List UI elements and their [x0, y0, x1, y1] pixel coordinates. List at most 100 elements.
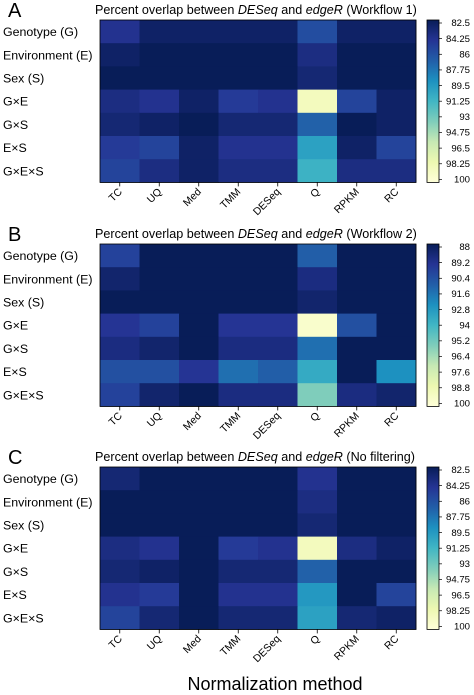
heatmap-cell	[297, 536, 338, 561]
heatmap-cell	[100, 583, 140, 607]
heatmap-cell	[179, 159, 219, 183]
heatmap-cell	[100, 244, 140, 268]
heatmap-cell	[218, 360, 259, 384]
colorbar-tick-label: 91.25	[446, 96, 470, 107]
heatmap-cell	[139, 136, 180, 160]
heatmap-cell	[297, 267, 338, 291]
heatmap-cell	[258, 43, 298, 67]
column-label: RC	[382, 186, 402, 206]
colorbar-tick-label: 87.75	[446, 512, 470, 523]
heatmap-cell	[337, 606, 377, 630]
heatmap-cell	[139, 606, 180, 630]
title-part: DESeq	[238, 3, 278, 17]
heatmap-cell	[100, 290, 140, 314]
colorbar-tick-label: 87.75	[446, 65, 470, 76]
heatmap-cell	[297, 467, 338, 491]
colorbar-tick-label: 91.25	[446, 543, 470, 554]
heatmap-cell	[337, 89, 377, 114]
heatmap-cell	[376, 159, 417, 183]
heatmap-cell	[218, 536, 259, 561]
heatmap-cell	[337, 490, 377, 514]
heatmap-cell	[218, 43, 259, 67]
heatmap-cell	[258, 360, 298, 384]
heatmap-cell	[139, 467, 180, 491]
colorbar-tick-label: 92.8	[451, 305, 470, 316]
heatmap-cell	[100, 89, 140, 114]
heatmap-cell	[179, 583, 219, 607]
column-label: TMM	[218, 633, 243, 658]
colorbar-tick-label: 89.5	[451, 528, 470, 539]
heatmap-cell	[139, 244, 180, 268]
column-label: UQ	[145, 186, 165, 206]
heatmap-cell	[376, 290, 417, 314]
heatmap-cell	[179, 490, 219, 514]
heatmap-cell	[297, 383, 338, 407]
colorbar-tick-label: 89.5	[451, 81, 470, 92]
colorbar-tick-label: 82.5	[451, 465, 470, 476]
heatmap-cell	[337, 559, 377, 584]
heatmap-cell	[376, 467, 417, 491]
column-label: RC	[382, 633, 402, 653]
heatmap-cell	[100, 159, 140, 183]
column-label: DESeq	[251, 410, 283, 442]
title-part: and	[278, 450, 306, 464]
colorbar-tick-label: 95.2	[451, 336, 470, 347]
column-label: UQ	[145, 410, 165, 430]
title-part: and	[278, 227, 306, 241]
colorbar	[426, 19, 440, 183]
heatmap-cell	[139, 336, 180, 361]
heatmap-cell	[258, 606, 298, 630]
heatmap-cell	[218, 89, 259, 114]
heatmap-cell	[297, 559, 338, 584]
heatmap-cell	[179, 66, 219, 90]
heatmap-cell	[139, 490, 180, 514]
heatmap-cell	[258, 313, 298, 338]
heatmap-cell	[139, 313, 180, 338]
heatmap-cell	[297, 513, 338, 537]
heatmap-cell	[376, 244, 417, 268]
colorbar-tick-label: 90.4	[451, 273, 470, 284]
heatmap-cell	[337, 159, 377, 183]
row-label: E×S	[3, 365, 27, 379]
heatmap-cell	[179, 290, 219, 314]
heatmap-cell	[218, 383, 259, 407]
heatmap-cell	[376, 360, 417, 384]
heatmap-cell	[218, 20, 259, 44]
heatmap-cell	[100, 559, 140, 584]
row-label: Genotype (G)	[3, 472, 78, 486]
heatmap-cell	[376, 490, 417, 514]
row-label: G×E×S	[3, 164, 44, 178]
row-label: Sex (S)	[3, 519, 44, 533]
heatmap-cell	[258, 583, 298, 607]
heatmap-cell	[337, 313, 377, 338]
colorbar-tick-label: 84.25	[446, 481, 470, 492]
title-part: Percent overlap between	[95, 3, 238, 17]
heatmap-frame	[99, 243, 417, 407]
heatmap-cell	[376, 313, 417, 338]
heatmap-cell	[139, 383, 180, 407]
panel-label: A	[8, 0, 22, 22]
heatmap-cell	[179, 89, 219, 114]
heatmap-cell	[218, 490, 259, 514]
colorbar	[426, 243, 440, 407]
heatmap-cell	[218, 606, 259, 630]
heatmap-cell	[139, 583, 180, 607]
title-part: DESeq	[238, 450, 278, 464]
heatmap-cell	[376, 89, 417, 114]
row-label: Sex (S)	[3, 296, 44, 310]
heatmap-cell	[179, 244, 219, 268]
heatmap-cell	[258, 467, 298, 491]
heatmap-panel-c: C Percent overlap between DESeq and edgeR…	[3, 447, 470, 665]
heatmap-cell	[218, 290, 259, 314]
heatmap-cell	[337, 336, 377, 361]
heatmap-cell	[337, 136, 377, 160]
heatmap-cell	[258, 559, 298, 584]
heatmap-cell	[258, 536, 298, 561]
heatmap-cell	[337, 20, 377, 44]
heatmap-cell	[100, 513, 140, 537]
column-label: Q	[308, 410, 322, 424]
heatmap-cell	[139, 513, 180, 537]
heatmap-cell	[376, 112, 417, 137]
heatmap-cell	[218, 336, 259, 361]
title-part: (Workflow 1)	[343, 3, 417, 17]
